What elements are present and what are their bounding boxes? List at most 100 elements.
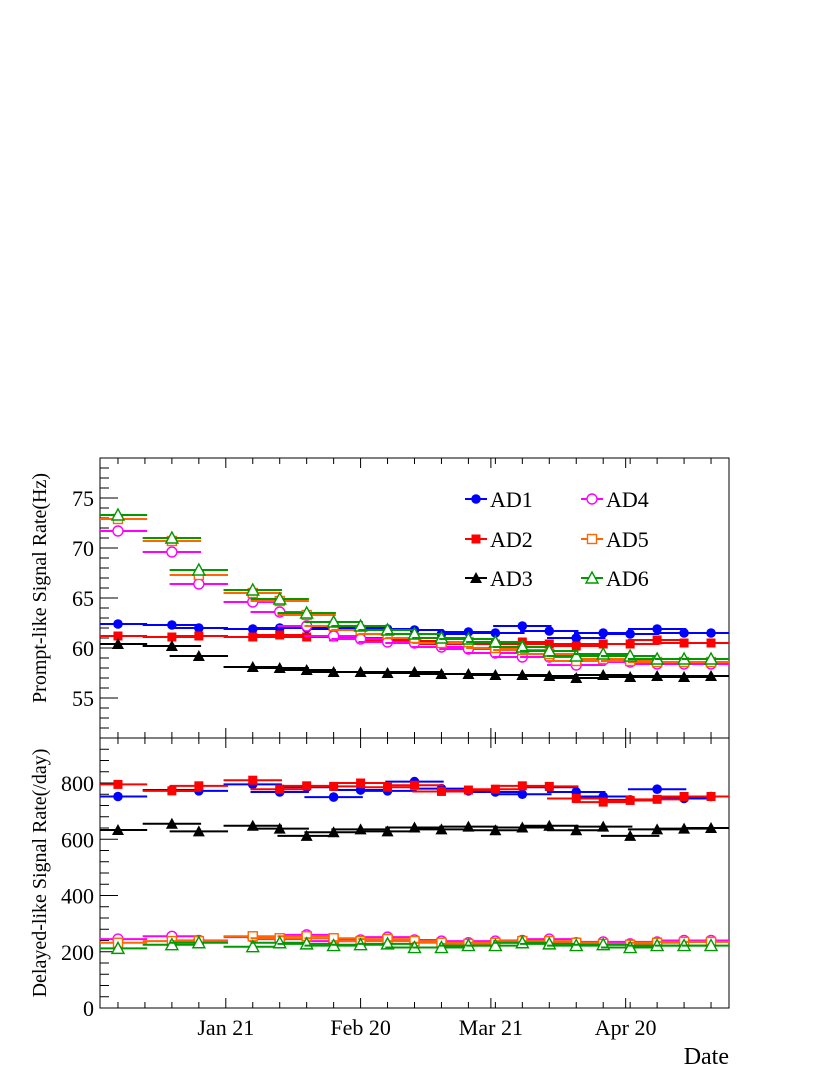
top-data-point <box>113 619 123 629</box>
top-data-point <box>248 632 258 642</box>
bottom-data-point <box>327 826 340 838</box>
bottom-data-point <box>489 824 502 836</box>
bottom-data-point <box>436 786 446 796</box>
top-data-point <box>193 578 205 590</box>
bottom-data-point <box>490 784 500 794</box>
bottom-data-point <box>652 794 662 804</box>
top-data-point <box>462 668 475 679</box>
top-data-point <box>570 672 583 683</box>
bottom-y-tick-label: 800 <box>61 771 94 796</box>
top-data-point <box>652 624 662 634</box>
top-data-point <box>275 630 285 640</box>
top-data-point <box>299 605 314 619</box>
top-data-point <box>194 631 204 641</box>
x-tick-label: Feb 20 <box>330 1015 391 1040</box>
bottom-data-point <box>488 938 503 952</box>
x-tick-label: Mar 21 <box>459 1015 523 1040</box>
bottom-data-point <box>300 829 313 841</box>
top-data-point <box>246 661 259 672</box>
legend-label: AD4 <box>606 487 649 512</box>
bottom-data-point <box>164 937 180 951</box>
bottom-data-point <box>275 784 285 794</box>
bottom-data-point <box>328 792 339 802</box>
bottom-series-ad3 <box>100 817 729 841</box>
top-data-point <box>516 669 529 680</box>
legend-marker <box>584 570 600 584</box>
bottom-data-point <box>571 793 581 803</box>
top-series-ad3 <box>100 638 729 683</box>
top-data-point <box>272 591 287 605</box>
bottom-data-point <box>272 935 287 949</box>
bottom-data-point <box>544 781 554 791</box>
bottom-data-point <box>194 781 204 791</box>
legend: AD1 AD2 AD3 AD4 AD5 AD6 <box>465 487 649 591</box>
top-data-point <box>569 648 584 662</box>
bottom-data-point <box>110 940 126 955</box>
x-tick-label: Apr 20 <box>595 1015 657 1040</box>
top-series-ad6 <box>100 507 729 665</box>
legend-marker <box>586 493 598 505</box>
top-data-point <box>191 562 207 576</box>
top-y-tick-label: 75 <box>72 486 94 511</box>
bottom-data-point <box>622 940 638 954</box>
legend-item-ad3: AD3 <box>465 566 533 591</box>
top-data-point <box>703 651 719 665</box>
bottom-data-point <box>165 817 178 829</box>
top-data-point <box>434 630 449 644</box>
bottom-data-point <box>625 795 635 805</box>
bottom-data-point <box>380 936 395 950</box>
bottom-series-ad6 <box>100 935 729 955</box>
bottom-data-point <box>517 789 528 800</box>
bottom-data-point <box>434 940 449 954</box>
bottom-data-point <box>381 825 394 837</box>
bottom-data-point <box>383 782 393 792</box>
bottom-data-point <box>624 829 637 841</box>
legend-marker <box>470 572 482 583</box>
bottom-data-point <box>167 786 177 796</box>
top-data-point <box>245 582 260 596</box>
legend-label: AD1 <box>490 487 533 512</box>
bottom-data-point <box>113 791 123 802</box>
legend-item-ad2: AD2 <box>465 527 533 552</box>
bottom-data-point <box>356 778 366 788</box>
bottom-data-point <box>192 825 205 837</box>
x-tick-label: Jan 21 <box>197 1015 254 1040</box>
legend-label: AD3 <box>490 566 533 591</box>
top-data-point <box>625 639 635 649</box>
bottom-y-tick-label: 200 <box>61 940 94 965</box>
bottom-data-point <box>703 938 719 952</box>
top-y-tick-label: 60 <box>72 636 94 661</box>
bottom-data-point <box>515 935 530 949</box>
legend-item-ad1: AD1 <box>465 487 533 512</box>
top-data-point <box>354 666 367 677</box>
top-data-point <box>194 623 204 633</box>
top-y-tick-label: 65 <box>72 586 94 611</box>
legend-item-ad5: AD5 <box>581 527 649 552</box>
top-y-tick-label: 70 <box>72 536 94 561</box>
top-data-point <box>651 670 664 681</box>
top-data-point <box>625 629 635 639</box>
top-data-point <box>111 638 124 649</box>
bottom-y-tick-label: 0 <box>83 996 94 1021</box>
top-data-point <box>110 507 126 521</box>
bottom-data-point <box>410 780 419 790</box>
bottom-data-point <box>652 784 662 794</box>
top-data-point <box>706 628 716 638</box>
legend-marker <box>586 533 598 545</box>
bottom-data-point <box>706 792 716 801</box>
bottom-data-point <box>273 822 286 834</box>
bottom-y-tick-label: 400 <box>61 884 94 909</box>
bottom-data-point <box>705 822 718 833</box>
legend-item-ad6: AD6 <box>581 566 649 591</box>
bottom-data-point <box>543 819 556 831</box>
bottom-series-ad2 <box>100 775 729 807</box>
top-data-point <box>706 638 716 648</box>
top-data-point <box>652 635 662 645</box>
top-data-point <box>571 633 582 643</box>
bottom-data-point <box>435 823 448 835</box>
top-data-point <box>113 631 123 641</box>
legend-marker <box>471 534 481 544</box>
top-data-point <box>164 530 180 544</box>
top-data-point <box>571 641 581 651</box>
prompt-rate-panel: 55 60 65 70 75 <box>72 457 730 739</box>
